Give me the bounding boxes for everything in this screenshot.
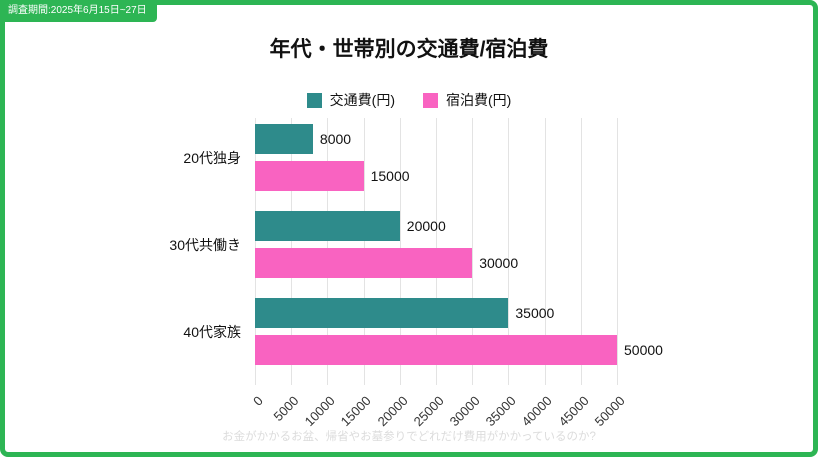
bar: [255, 248, 473, 278]
bar-row: 8000: [255, 124, 617, 154]
bar-value-label: 15000: [370, 168, 410, 184]
bar-row: 15000: [255, 161, 617, 191]
x-tick-label: 40000: [519, 393, 556, 430]
group-bars: 8000 15000: [255, 124, 617, 191]
legend-label: 宿泊費(円): [446, 92, 512, 108]
legend-swatch: [423, 92, 438, 108]
bar-group: 20代独身 8000 15000: [0, 124, 617, 191]
gridline: [617, 118, 618, 385]
bar-value-label: 20000: [406, 218, 446, 234]
bar-value-label: 35000: [515, 305, 555, 321]
gridline: [544, 118, 546, 385]
survey-period-badge: 調査期間:2025年6月15日~27日: [0, 0, 157, 22]
x-tick-label: 10000: [301, 393, 339, 430]
bar-value-label: 50000: [624, 342, 663, 358]
chart-title: 年代・世帯別の交通費/宿泊費: [269, 38, 549, 61]
gridline: [472, 118, 474, 385]
category-label: 20代独身: [183, 149, 241, 166]
chart-legend: 交通費(円) 宿泊費(円): [0, 90, 818, 110]
bar-row: 35000: [255, 298, 617, 328]
bar: [255, 211, 400, 241]
x-tick-label: 30000: [446, 393, 483, 430]
category-label: 40代家族: [183, 323, 241, 340]
category-label: 30代共働き: [169, 236, 241, 253]
gridline: [508, 118, 510, 385]
legend-swatch: [306, 92, 322, 108]
bar-value-label: 30000: [479, 255, 519, 271]
bar-chart: 20代独身 8000 15000 30代共働き 20000 30000 40代家族 35000…: [0, 118, 663, 385]
bar-row: 20000: [255, 211, 617, 241]
bar-value-label: 8000: [319, 131, 352, 147]
bar: [255, 335, 617, 365]
gridline: [580, 118, 582, 385]
bar-groups: 20代独身 8000 15000 30代共働き 20000 30000 40代家族 35000…: [0, 118, 663, 385]
bar-group: 30代共働き 20000 30000: [0, 211, 617, 278]
x-tick-label: 25000: [410, 393, 447, 430]
bar: [255, 161, 364, 191]
group-bars: 20000 30000: [255, 211, 617, 278]
x-tick-label: 15000: [338, 393, 375, 430]
x-tick-label: 45000: [555, 393, 592, 430]
bar-row: 50000: [255, 335, 663, 365]
bar-row: 30000: [255, 248, 617, 278]
group-bars: 35000 50000: [255, 298, 663, 365]
bar: [255, 298, 509, 328]
x-tick-label: 5000: [270, 393, 302, 425]
legend-item: 交通費(円): [306, 90, 395, 110]
legend-label: 交通費(円): [329, 92, 395, 108]
bar: [255, 124, 313, 154]
x-tick-label: 20000: [374, 393, 411, 430]
footer-caption: お金がかかるお盆、帰省やお墓参りでどれだけ費用がかかっているのか?: [222, 431, 596, 443]
legend-item: 宿泊費(円): [423, 90, 511, 110]
x-tick-label: 35000: [482, 393, 520, 430]
bar-group: 40代家族 35000 50000: [0, 298, 663, 365]
